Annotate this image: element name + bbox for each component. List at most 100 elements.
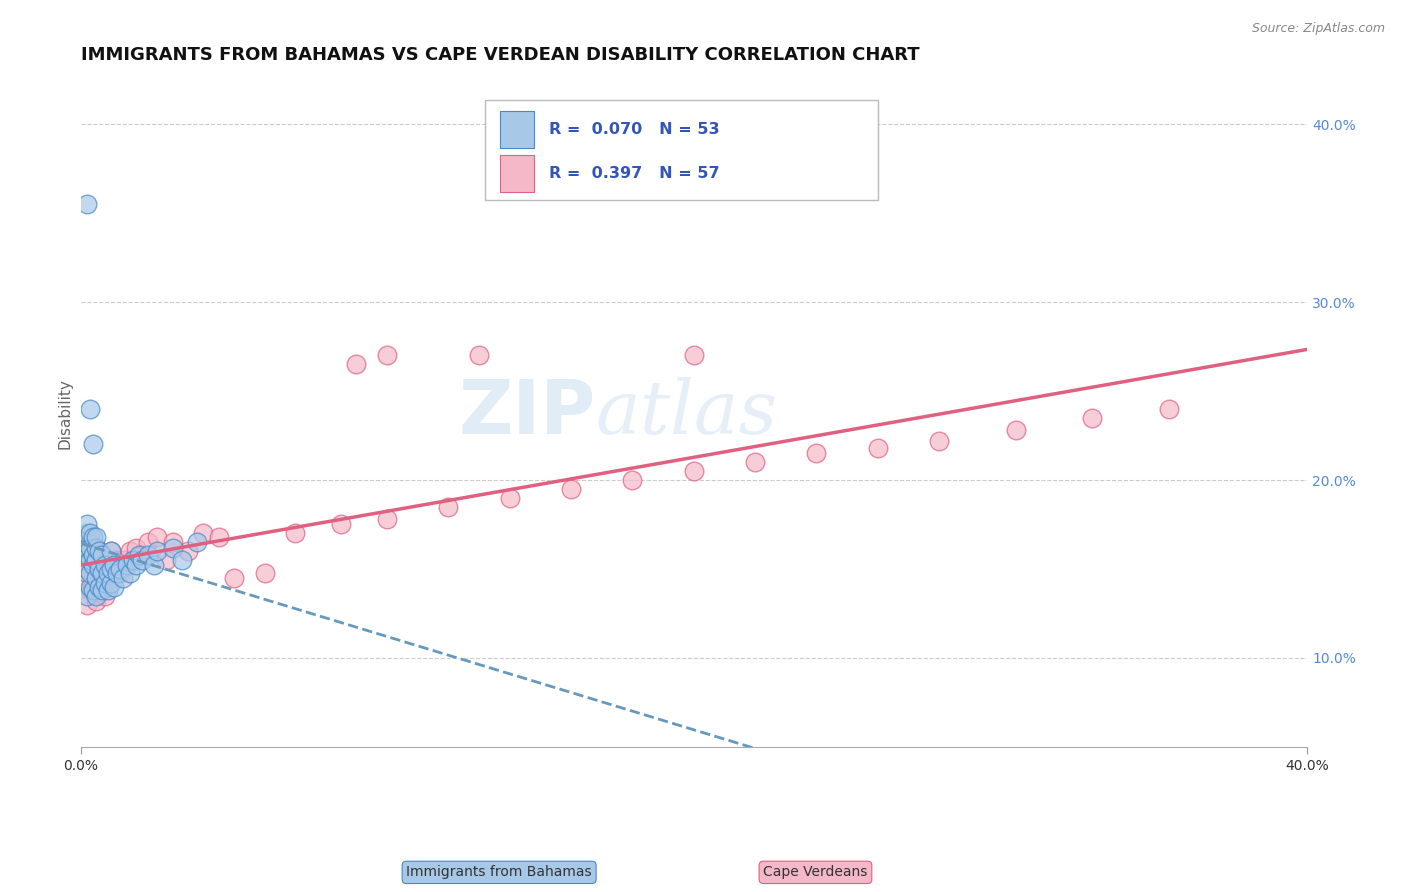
- Text: Cape Verdeans: Cape Verdeans: [763, 865, 868, 880]
- Point: [560, 482, 582, 496]
- Point: [136, 548, 159, 562]
- Point: [125, 558, 148, 573]
- Point: [330, 517, 353, 532]
- Point: [222, 571, 245, 585]
- Point: [91, 566, 114, 580]
- Point: [76, 589, 98, 603]
- Point: [121, 553, 143, 567]
- Text: R =  0.070   N = 53: R = 0.070 N = 53: [550, 122, 720, 136]
- Text: Immigrants from Bahamas: Immigrants from Bahamas: [406, 865, 592, 880]
- Point: [866, 441, 889, 455]
- Point: [682, 348, 704, 362]
- Point: [136, 535, 159, 549]
- Point: [87, 553, 110, 567]
- Point: [97, 580, 120, 594]
- Point: [177, 544, 200, 558]
- Point: [621, 473, 644, 487]
- Point: [79, 583, 101, 598]
- Point: [84, 541, 107, 555]
- Point: [100, 571, 122, 585]
- Point: [131, 548, 153, 562]
- Point: [468, 348, 491, 362]
- Point: [103, 580, 125, 594]
- Point: [112, 553, 135, 567]
- Point: [82, 548, 104, 562]
- Point: [76, 566, 98, 580]
- FancyBboxPatch shape: [485, 100, 877, 200]
- Point: [76, 526, 98, 541]
- Point: [103, 558, 125, 573]
- Point: [76, 517, 98, 532]
- Point: [125, 541, 148, 555]
- Point: [118, 544, 141, 558]
- Point: [84, 553, 107, 567]
- Point: [79, 535, 101, 549]
- Text: atlas: atlas: [596, 377, 778, 450]
- Point: [118, 566, 141, 580]
- Point: [76, 544, 98, 558]
- Point: [128, 548, 150, 562]
- Point: [155, 553, 177, 567]
- Point: [94, 558, 117, 573]
- Point: [91, 548, 114, 562]
- Point: [110, 566, 132, 580]
- Text: R =  0.397   N = 57: R = 0.397 N = 57: [550, 166, 720, 181]
- Point: [437, 500, 460, 514]
- Point: [87, 583, 110, 598]
- Point: [76, 548, 98, 562]
- Point: [170, 553, 193, 567]
- Point: [103, 566, 125, 580]
- Point: [82, 558, 104, 573]
- Text: IMMIGRANTS FROM BAHAMAS VS CAPE VERDEAN DISABILITY CORRELATION CHART: IMMIGRANTS FROM BAHAMAS VS CAPE VERDEAN …: [80, 46, 920, 64]
- Point: [79, 541, 101, 555]
- Point: [100, 562, 122, 576]
- Point: [682, 464, 704, 478]
- Point: [84, 571, 107, 585]
- Point: [84, 566, 107, 580]
- Point: [162, 541, 184, 555]
- Point: [76, 562, 98, 576]
- Point: [806, 446, 828, 460]
- Point: [499, 491, 522, 505]
- Point: [82, 580, 104, 594]
- Point: [186, 535, 208, 549]
- Point: [72, 535, 94, 549]
- Point: [72, 553, 94, 567]
- Point: [375, 348, 398, 362]
- Point: [928, 434, 950, 448]
- Point: [91, 576, 114, 591]
- Point: [100, 576, 122, 591]
- Point: [84, 594, 107, 608]
- Text: Source: ZipAtlas.com: Source: ZipAtlas.com: [1251, 22, 1385, 36]
- Point: [253, 566, 276, 580]
- Point: [112, 571, 135, 585]
- Point: [97, 566, 120, 580]
- Point: [72, 571, 94, 585]
- Point: [76, 197, 98, 211]
- Point: [84, 541, 107, 555]
- Point: [115, 558, 138, 573]
- Point: [105, 553, 128, 567]
- Point: [284, 526, 307, 541]
- Point: [143, 558, 166, 573]
- Point: [744, 455, 766, 469]
- Point: [146, 544, 169, 558]
- Text: ZIP: ZIP: [458, 376, 596, 450]
- Point: [72, 553, 94, 567]
- Point: [79, 553, 101, 567]
- Point: [100, 544, 122, 558]
- Point: [146, 530, 169, 544]
- Point: [76, 541, 98, 555]
- Point: [79, 401, 101, 416]
- Point: [91, 548, 114, 562]
- Point: [162, 535, 184, 549]
- Point: [100, 544, 122, 558]
- Point: [82, 530, 104, 544]
- Point: [82, 437, 104, 451]
- Point: [82, 583, 104, 598]
- Point: [207, 530, 229, 544]
- Point: [87, 580, 110, 594]
- Y-axis label: Disability: Disability: [58, 378, 72, 449]
- Point: [1081, 410, 1104, 425]
- Point: [131, 553, 153, 567]
